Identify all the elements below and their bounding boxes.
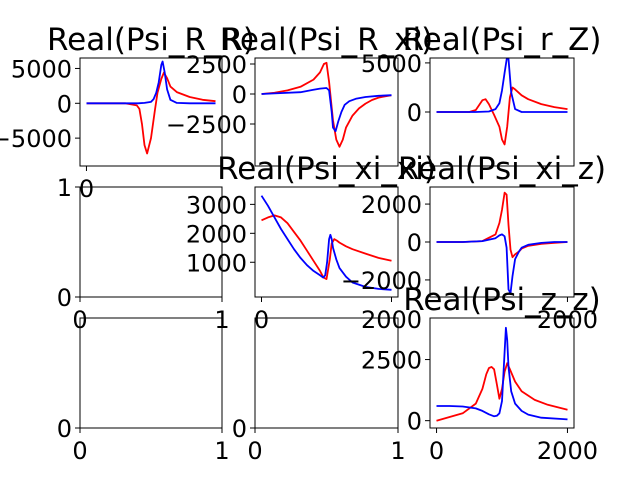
series-group — [260, 195, 392, 291]
x-tick-label: 2000 — [361, 306, 422, 334]
axes-frame — [79, 317, 223, 429]
y-tick-label: 0 — [232, 415, 247, 443]
x-tick-label: 2000 — [537, 437, 598, 465]
y-tick-label: 5000 — [361, 50, 422, 78]
y-tick-label: 5000 — [11, 55, 72, 83]
y-tick-label: 2000 — [186, 220, 247, 248]
subplot-4: 0 101 — [57, 174, 230, 334]
y-tick-label: 0 — [57, 415, 72, 443]
y-tick-label: 2500 — [186, 51, 247, 79]
series-group — [436, 326, 568, 422]
series-group — [436, 191, 568, 295]
subplot-8: 0 1 0 — [232, 317, 406, 465]
y-tick-label: −5000 — [0, 125, 72, 153]
y-tick-label: 0 — [407, 99, 422, 127]
y-tick-label: 0 — [57, 90, 72, 118]
x-tick-label: 0 — [247, 437, 262, 465]
series-line-1 — [436, 86, 568, 146]
series-line-1 — [436, 191, 568, 259]
series-line-1 — [436, 362, 568, 422]
axes-frame — [79, 57, 223, 167]
y-tick-label: 2000 — [361, 191, 422, 219]
axes-frame — [254, 186, 399, 298]
subplot-title: Real(Psi_r_Z) — [403, 22, 602, 58]
x-tick-label: 2000 — [537, 306, 598, 334]
subplot-6: 2000 2000 0 −2000 Real(Psi_xi_z) — [341, 151, 606, 334]
axes-frame — [254, 317, 399, 429]
y-tick-label: −2000 — [341, 267, 422, 295]
series-line-2 — [260, 195, 392, 291]
series-line-2 — [86, 60, 216, 105]
x-tick-label: 0 — [429, 437, 444, 465]
subplot-title: Real(Psi_R_xi) — [220, 22, 433, 58]
x-tick-label: 0 — [72, 437, 87, 465]
series-line-2 — [261, 87, 392, 133]
y-tick-label: 3000 — [186, 191, 247, 219]
series-group — [436, 58, 568, 146]
subplot-title: Real(Psi_xi_z) — [398, 151, 606, 187]
x-tick-label: 1 — [214, 437, 229, 465]
y-tick-label: 2500 — [361, 347, 422, 375]
subplot-title: Real(Psi_R_R) — [47, 22, 255, 58]
axes-frame — [254, 57, 399, 167]
series-line-1 — [86, 71, 216, 155]
axes-frame — [79, 186, 223, 298]
x-tick-label: 1 — [390, 437, 405, 465]
y-tick-label: −2500 — [166, 111, 247, 139]
series-line-1 — [261, 214, 392, 280]
y-tick-label: 0 — [57, 284, 72, 312]
subplot-title: Real(Psi_z_z) — [403, 282, 600, 318]
series-group — [261, 61, 392, 148]
x-tick-label: 0 — [254, 306, 269, 334]
subplot-9: 0 2000 2500 0 Real(Psi_z_z) — [361, 282, 601, 465]
series-group — [86, 60, 216, 155]
subplot-title: Real(Psi_xi_xi) — [217, 151, 436, 187]
series-line-2 — [436, 58, 568, 113]
y-tick-label: 0 — [232, 81, 247, 109]
y-tick-label: 0 — [407, 229, 422, 257]
axes-frame — [429, 317, 575, 429]
y-tick-label: 0 — [407, 408, 422, 436]
y-tick-label: 1 — [57, 174, 72, 202]
series-line-1 — [261, 61, 392, 148]
x-tick-label: 0 — [79, 175, 94, 203]
y-tick-label: 1000 — [186, 249, 247, 277]
subplot-7: 0 1 0 — [57, 317, 230, 465]
series-line-2 — [436, 326, 568, 421]
subplot-grid: 050000−5000Real(Psi_R_R)25000−2500Real(P… — [0, 22, 606, 465]
subplot-3: 5000 0 Real(Psi_r_Z) — [361, 22, 602, 167]
series-line-2 — [436, 233, 568, 295]
